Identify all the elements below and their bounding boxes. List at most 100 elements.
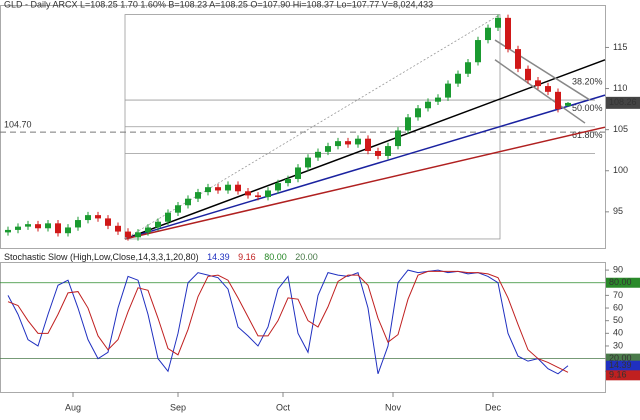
y-tick-label: 110 <box>613 83 627 93</box>
candle-body <box>15 226 21 230</box>
candle-body <box>355 138 361 145</box>
candle-body <box>305 157 311 168</box>
y-tick-label: 95 <box>613 206 623 216</box>
y-tick-label: 105 <box>613 124 628 134</box>
candle-body <box>345 141 351 145</box>
value-tag-label: 14.39 <box>609 360 632 370</box>
candle-body <box>115 225 121 232</box>
candle-body <box>445 83 451 98</box>
y-tick-label: 50 <box>613 315 623 325</box>
last-price-label: 108.26 <box>609 97 637 107</box>
y-tick-label: 60 <box>613 302 623 312</box>
y-tick-label: 90 <box>613 264 623 274</box>
x-tick-label: Sep <box>170 402 186 412</box>
candle-body <box>565 102 571 106</box>
candle-body <box>515 49 521 69</box>
candle-body <box>105 218 111 226</box>
candle-body <box>435 97 441 102</box>
candle-body <box>25 224 31 227</box>
candle-body <box>145 227 151 233</box>
k-value: 14.39 <box>207 252 230 262</box>
trendline <box>124 126 606 240</box>
value-tag <box>606 360 640 371</box>
candle-body <box>365 138 371 152</box>
candle-body <box>65 227 71 234</box>
candle-body <box>295 167 301 179</box>
x-tick-label: Aug <box>65 402 81 412</box>
candle-body <box>415 108 421 118</box>
candle-body <box>505 17 511 50</box>
candle-body <box>375 151 381 156</box>
last-price-box <box>606 96 640 109</box>
stochastic-header: Stochastic Slow (High,Low,Close,14,3,3,1… <box>4 252 318 262</box>
candle-body <box>85 215 91 221</box>
y-tick-label: 30 <box>613 340 623 350</box>
trendline <box>124 94 606 240</box>
candle-body <box>195 192 201 199</box>
candle-body <box>205 187 211 193</box>
lower-level: 20.00 <box>295 252 318 262</box>
candle-body <box>285 178 291 184</box>
candle-body <box>225 184 231 191</box>
candle-body <box>155 221 161 228</box>
stochastic-panel <box>0 262 606 393</box>
price-title: GLD - Daily ARCX L=108.25 1.70 1.60% B=1… <box>4 0 433 9</box>
candle-body <box>555 91 561 110</box>
trendline <box>494 39 591 101</box>
candle-body <box>455 73 461 84</box>
candle-body <box>395 130 401 147</box>
x-tick-label: Oct <box>276 402 291 412</box>
candle-body <box>545 86 551 92</box>
candle-body <box>385 146 391 156</box>
candle-body <box>175 205 181 213</box>
candle-body <box>425 101 431 109</box>
level-tag-label: 20.00 <box>609 353 632 363</box>
candle-body <box>525 68 531 81</box>
fibonacci-label: 38.20% <box>572 76 603 86</box>
candle-body <box>125 231 131 238</box>
candle-body <box>45 223 51 229</box>
value-tag-label: 9.16 <box>609 370 627 380</box>
stochastic-title: Stochastic Slow (High,Low,Close,14,3,3,1… <box>4 252 199 262</box>
fibonacci-label: 61.80% <box>572 130 603 140</box>
d-value: 9.16 <box>238 252 256 262</box>
candle-body <box>495 17 501 28</box>
level-tag <box>606 353 640 364</box>
fibonacci-label: 50.00% <box>572 103 603 113</box>
candle-body <box>335 141 341 147</box>
candle-body <box>265 190 271 198</box>
candle-body <box>275 183 281 191</box>
stochastic-line <box>7 270 569 373</box>
candle-body <box>55 223 61 234</box>
y-tick-label: 40 <box>613 328 623 338</box>
candle-body <box>325 146 331 152</box>
candle-body <box>135 232 141 238</box>
y-tick-label: 70 <box>613 290 623 300</box>
y-tick-label: 115 <box>613 42 627 52</box>
candle-body <box>475 40 481 63</box>
candle-body <box>215 187 221 191</box>
candle-body <box>5 229 11 233</box>
reference-label: 104.70 <box>4 119 32 129</box>
price-panel <box>0 5 606 249</box>
candle-body <box>165 212 171 222</box>
x-tick-label: Dec <box>485 402 502 412</box>
x-tick-label: Nov <box>385 402 402 412</box>
upper-level: 80.00 <box>264 252 287 262</box>
candle-body <box>315 151 321 158</box>
value-tag <box>606 370 640 381</box>
candle-body <box>535 80 541 87</box>
candle-body <box>465 62 471 74</box>
level-tag-label: 80.00 <box>609 277 632 287</box>
candle-body <box>255 195 261 198</box>
level-tag <box>606 277 640 288</box>
candle-body <box>405 117 411 131</box>
trendline <box>494 59 586 124</box>
candle-body <box>185 198 191 206</box>
candle-body <box>245 191 251 196</box>
candle-body <box>75 220 81 228</box>
candle-body <box>235 184 241 192</box>
